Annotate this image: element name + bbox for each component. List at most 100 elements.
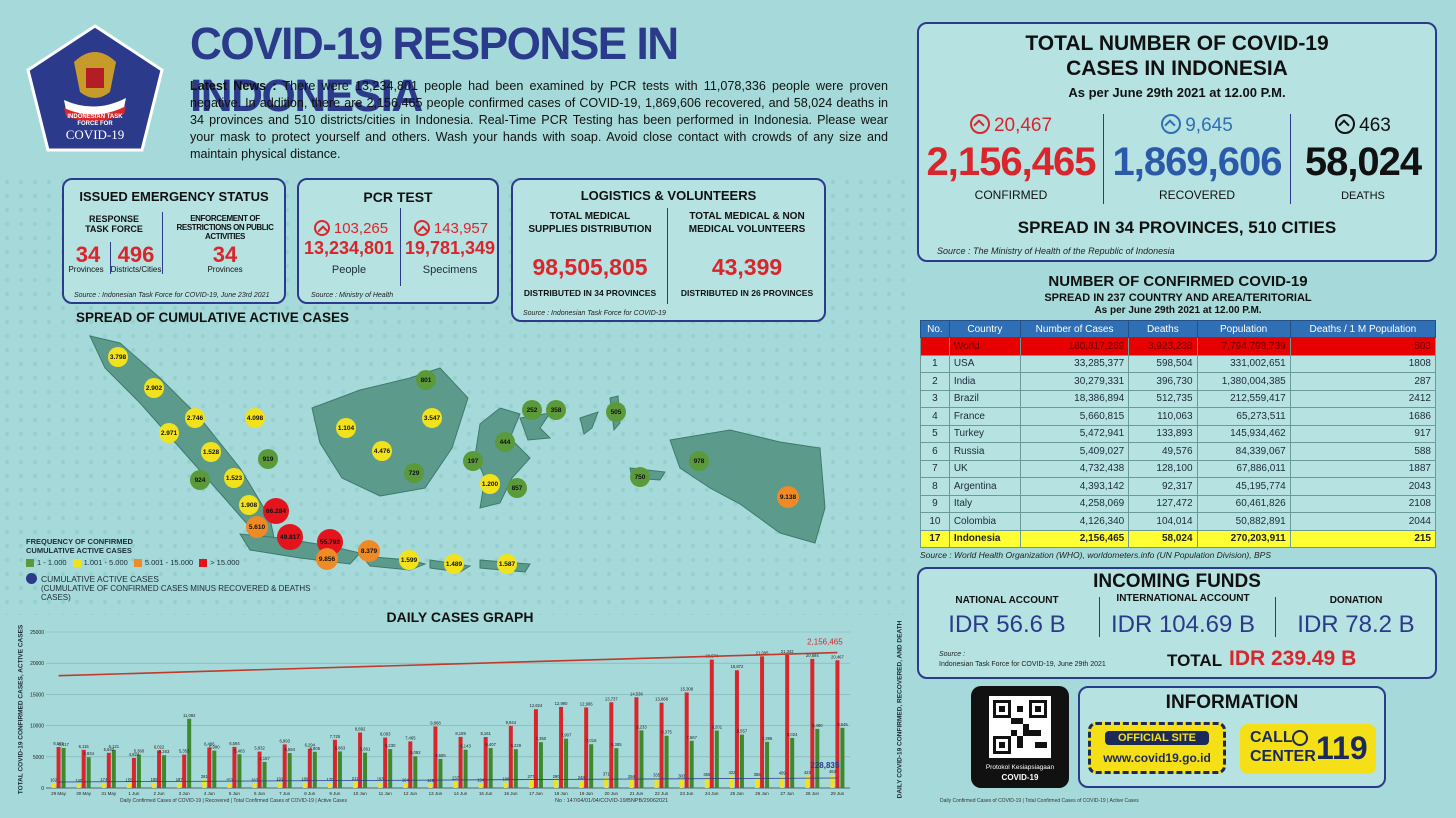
table-cell: 2412 xyxy=(1289,389,1437,408)
confirmed-total-label: 2,156,465 xyxy=(807,638,843,647)
deaths-bar xyxy=(327,783,332,788)
deaths-bar xyxy=(604,777,609,788)
table-cell: 6 xyxy=(920,442,950,461)
recovered-value-label: 7,396 xyxy=(762,736,773,741)
deaths-value: 58,024 xyxy=(1304,140,1422,184)
table-cell: 1887 xyxy=(1289,459,1437,478)
table-row: 9 Italy 4,258,069 127,472 60,461,826 2108 xyxy=(920,494,1437,513)
table-cell: India xyxy=(948,372,1021,391)
national-account-value: IDR 56.6 B xyxy=(948,611,1066,638)
deaths-value-label: 294 xyxy=(628,774,636,779)
confirmed-value-label: 5,353 xyxy=(179,749,190,754)
recovered-value-label: 5,092 xyxy=(410,750,421,755)
deaths-value-label: 196 xyxy=(502,777,510,782)
recovered-bar xyxy=(337,751,342,788)
deaths-bar xyxy=(76,784,81,788)
table-cell: 2108 xyxy=(1289,494,1437,513)
confirmed-value-label: 5,642 xyxy=(104,747,115,752)
x-tick-label: 25 Jun xyxy=(730,791,744,796)
confirmed-value-label: 21,095 xyxy=(756,650,769,655)
x-tick-label: 17 Jun xyxy=(529,791,543,796)
call-center-badge[interactable]: CALL CENTER 119 xyxy=(1240,724,1376,774)
confirmed-label: CONFIRMED xyxy=(974,188,1048,202)
table-row: 6 Russia 5,409,027 49,576 84,339,067 588 xyxy=(920,442,1437,461)
recovered-bar xyxy=(513,749,518,788)
table-cell: 396,730 xyxy=(1128,372,1198,391)
recovered-value-label: 4,665 xyxy=(435,753,446,758)
table-cell: 1808 xyxy=(1289,354,1437,373)
table-cell: 7 xyxy=(920,459,950,478)
logistics-panel: LOGISTICS & VOLUNTEERS TOTAL MEDICAL SUP… xyxy=(511,178,826,322)
table-cell: 2044 xyxy=(1289,512,1437,531)
world-table: No. Country Number of Cases Deaths Populatio… xyxy=(920,320,1437,548)
confirmed-bar xyxy=(257,751,262,788)
task-force-logo: INDONESIAN TASK FORCE FOR COVID-19 xyxy=(24,22,166,156)
map-title: SPREAD OF CUMULATIVE ACTIVE CASES xyxy=(76,310,350,325)
x-tick-label: 28 Jun xyxy=(806,791,820,796)
totals-as-of: As per June 29th 2021 at 12.00 P.M. xyxy=(1068,85,1286,100)
logo-text-line-3: COVID-19 xyxy=(65,127,125,142)
x-tick-label: 12 Jun xyxy=(404,791,418,796)
table-cell: 2,156,465 xyxy=(1019,529,1130,548)
confirmed-value-label: 7,725 xyxy=(330,734,341,739)
qr-card[interactable]: Protokol Kesiapsiagaan COVID-19 xyxy=(971,686,1069,788)
pcr-people-delta: 103,265 xyxy=(333,220,389,237)
official-site-badge[interactable]: OFFICIAL SITE www.covid19.go.id xyxy=(1088,722,1226,774)
deaths-bar xyxy=(453,781,458,788)
deaths-bar xyxy=(277,782,282,788)
confirmed-value-label: 8,189 xyxy=(455,731,466,736)
recovered-value-label: 7,907 xyxy=(561,733,572,738)
x-tick-label: 7 Jun xyxy=(279,791,291,796)
recovered-value-label: 7,016 xyxy=(586,738,597,743)
confirmed-value-label: 9,868 xyxy=(430,720,441,725)
table-cell: Argentina xyxy=(948,477,1021,496)
deaths-bar xyxy=(302,782,307,788)
deaths-value-label: 174 xyxy=(100,777,108,782)
confirmed-value-label: 20,467 xyxy=(831,654,844,659)
chart-footer-right: Daily Confirmed Cases of COVID-19 | Tota… xyxy=(940,798,1139,804)
confirmed-value-label: 8,083 xyxy=(380,732,391,737)
table-cell: 5,472,941 xyxy=(1019,424,1130,443)
funds-total-value: IDR 239.49 B xyxy=(1229,647,1357,670)
confirmed-bar xyxy=(835,660,840,788)
confirmed-value-label: 6,993 xyxy=(279,738,290,743)
table-header-cell: No. xyxy=(920,320,950,338)
x-tick-label: 2 Jun xyxy=(154,791,166,796)
recovered-value-label: 6,143 xyxy=(460,744,471,749)
table-cell: 4,258,069 xyxy=(1019,494,1130,513)
deaths-bar xyxy=(202,780,207,788)
deaths-delta-row: 463 xyxy=(1291,114,1435,137)
recovered-value-label: 6,407 xyxy=(485,742,496,747)
x-tick-label: 31 May xyxy=(101,791,117,796)
table-cell: 92,317 xyxy=(1128,477,1198,496)
international-account-label: INTERNATIONAL ACCOUNT xyxy=(1116,593,1250,604)
confirmed-bar xyxy=(408,741,413,788)
qr-label-2: COVID-19 xyxy=(1001,773,1039,782)
confirmed-bar xyxy=(307,748,312,788)
y-tick-label: 20000 xyxy=(30,661,44,667)
table-cell: 215 xyxy=(1289,529,1437,548)
table-cell: USA xyxy=(948,354,1021,373)
confirmed-delta-row: 20,467 xyxy=(919,114,1103,137)
enforcement-provinces-label: Provinces xyxy=(207,265,243,274)
x-tick-label: 16 Jun xyxy=(504,791,518,796)
recovered-bar xyxy=(488,748,493,788)
official-site-url[interactable]: www.covid19.go.id xyxy=(1103,751,1211,765)
funds-panel: INCOMING FUNDS NATIONAL ACCOUNT IDR 56.6… xyxy=(917,567,1437,679)
table-cell: 30,279,331 xyxy=(1019,372,1130,391)
response-task-force-label: RESPONSE TASK FORCE xyxy=(85,214,143,234)
table-cell: 133,893 xyxy=(1128,424,1198,443)
qr-code-icon xyxy=(989,696,1051,758)
pcr-people-value: 13,234,801 xyxy=(303,238,395,258)
districts-value: 496 xyxy=(117,242,155,267)
recovered-value: 1,869,606 xyxy=(1112,140,1283,184)
recovered-value-label: 6,385 xyxy=(611,742,622,747)
table-cell: World xyxy=(948,337,1021,356)
donation-label: DONATION xyxy=(1329,595,1383,606)
official-site-label: OFFICIAL SITE xyxy=(1105,731,1209,745)
pcr-people-label: People xyxy=(331,264,367,276)
legend-swatch xyxy=(199,558,208,567)
table-cell: 1 xyxy=(920,354,950,373)
recovered-bar xyxy=(111,749,116,788)
recovered-value-label: 8,024 xyxy=(787,732,798,737)
